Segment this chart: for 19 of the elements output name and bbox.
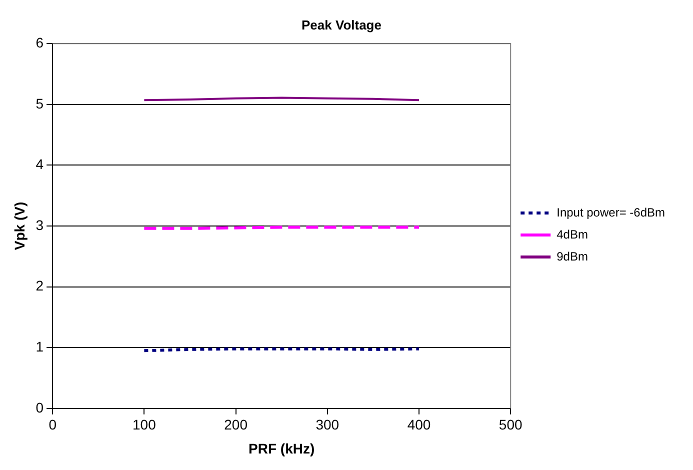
chart-title: Peak Voltage: [302, 17, 382, 32]
y-tick-label: 2: [36, 278, 44, 294]
legend-label: Input power= -6dBm: [556, 205, 666, 220]
y-tick-label: 3: [36, 216, 44, 233]
y-tick-label: 1: [36, 338, 44, 354]
y-tick-label: 5: [36, 95, 44, 112]
x-tick-label: 0: [48, 416, 57, 433]
legend-label: 4dBm: [556, 227, 588, 242]
x-tick-label: 100: [132, 416, 156, 433]
x-tick-label: 300: [316, 416, 340, 433]
x-tick-label: 500: [498, 416, 522, 433]
y-tick-label: 4: [36, 156, 44, 172]
x-axis-title: PRF (kHz): [248, 440, 315, 456]
y-tick-label: 6: [36, 34, 44, 50]
y-axis-title: Vpk (V): [11, 202, 28, 250]
y-tick-label: 0: [36, 399, 44, 416]
x-tick-label: 200: [224, 416, 248, 433]
legend-label: 9dBm: [556, 249, 588, 264]
x-tick-label: 400: [407, 416, 431, 433]
